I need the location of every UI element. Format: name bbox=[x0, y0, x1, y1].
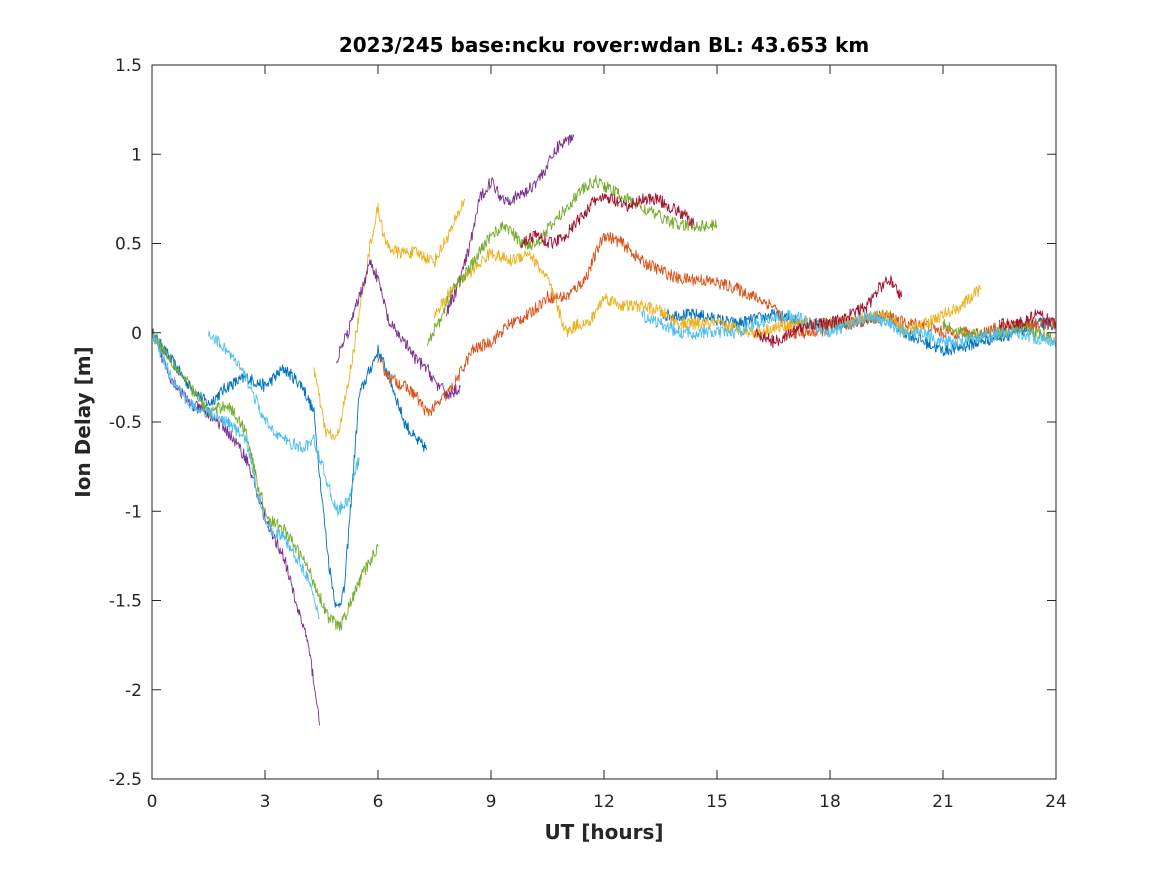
series-layer bbox=[151, 134, 1057, 726]
y-tick-label-3: -1 bbox=[125, 502, 142, 522]
x-tick-label-3: 9 bbox=[486, 792, 497, 812]
series-line-10 bbox=[426, 175, 718, 346]
series-line-16 bbox=[754, 275, 903, 348]
series-line-4 bbox=[313, 198, 466, 441]
y-axis-label: Ion Delay [m] bbox=[71, 346, 95, 497]
series-line-11 bbox=[942, 319, 1057, 346]
series-line-15 bbox=[520, 193, 695, 249]
chart-title: 2023/245 base:ncku rover:wdan BL: 43.653… bbox=[339, 33, 869, 57]
x-ticks: 0 3 6 9 12 15 18 21 24 bbox=[147, 65, 1067, 812]
y-tick-label-7: 1 bbox=[131, 145, 142, 165]
y-tick-label-8: 1.5 bbox=[115, 56, 142, 76]
series-line-5 bbox=[434, 248, 982, 340]
y-tick-label-0: -2.5 bbox=[109, 770, 142, 790]
series-line-7 bbox=[336, 259, 462, 400]
series-line-3 bbox=[377, 231, 1057, 417]
y-tick-label-4: -0.5 bbox=[109, 413, 142, 433]
series-line-12 bbox=[151, 331, 320, 620]
y-tick-label-6: 0.5 bbox=[115, 235, 142, 255]
x-tick-label-2: 6 bbox=[373, 792, 384, 812]
x-tick-label-7: 21 bbox=[932, 792, 954, 812]
x-tick-label-8: 24 bbox=[1045, 792, 1067, 812]
y-tick-label-5: 0 bbox=[131, 324, 142, 344]
y-tick-label-2: -1.5 bbox=[109, 592, 142, 612]
series-line-6 bbox=[151, 329, 321, 726]
series-line-17 bbox=[999, 309, 1057, 331]
series-line-13 bbox=[208, 330, 360, 516]
x-tick-label-0: 0 bbox=[147, 792, 158, 812]
series-line-9 bbox=[151, 330, 379, 632]
series-line-8 bbox=[445, 134, 575, 317]
x-tick-label-1: 3 bbox=[260, 792, 271, 812]
x-tick-label-4: 12 bbox=[593, 792, 615, 812]
x-axis-label: UT [hours] bbox=[544, 820, 663, 844]
x-tick-label-6: 18 bbox=[819, 792, 841, 812]
x-tick-label-5: 15 bbox=[706, 792, 728, 812]
y-ticks: -2.5 -2 -1.5 -1 -0.5 0 0.5 1 1.5 bbox=[109, 56, 1056, 790]
y-tick-label-1: -2 bbox=[125, 681, 142, 701]
